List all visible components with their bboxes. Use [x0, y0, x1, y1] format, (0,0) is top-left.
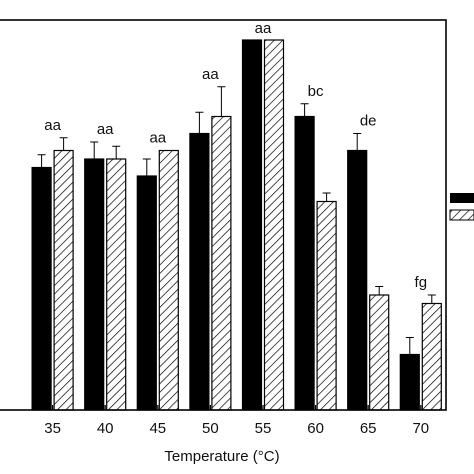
bar-hatched-35: [53, 149, 74, 411]
x-tick-label-50: 50: [202, 420, 219, 437]
bar-solid-35: [31, 166, 52, 411]
bar-hatched-65: [369, 294, 390, 411]
x-axis-ticks: 303540455055606570: [44, 405, 429, 437]
significance-labels-layer: aaaaaaaaaaabcdefg: [44, 20, 428, 291]
significance-label-50: aa: [202, 66, 219, 83]
bar-solid-55: [241, 39, 263, 411]
legend: [449, 193, 474, 221]
bars-layer: [31, 39, 442, 411]
bar-solid-40: [84, 158, 105, 411]
significance-label-40: aa: [97, 121, 114, 138]
significance-label-70: fg: [415, 274, 428, 291]
x-tick-label-40: 40: [97, 420, 114, 437]
bar-hatched-40: [106, 158, 127, 411]
bar-hatched-45: [158, 149, 179, 411]
plot-frame: [0, 19, 447, 411]
bar-hatched-55: [263, 39, 285, 411]
significance-label-60: bc: [308, 83, 324, 100]
x-tick-label-70: 70: [412, 420, 429, 437]
significance-label-45: aa: [149, 130, 166, 147]
bar-hatched-50: [211, 115, 232, 411]
x-axis-label: Temperature (°C): [164, 448, 279, 465]
significance-label-35: aa: [44, 117, 61, 134]
bar-solid-50: [189, 132, 210, 411]
x-tick-label-55: 55: [255, 420, 272, 437]
bar-solid-45: [136, 175, 157, 411]
x-tick-label-60: 60: [307, 420, 324, 437]
x-tick-label-35: 35: [44, 420, 61, 437]
legend-swatch-solid: [450, 193, 474, 203]
error-bars-layer: [37, 86, 436, 355]
bar-hatched-60: [316, 200, 337, 411]
x-tick-label-65: 65: [360, 420, 377, 437]
x-tick-label-45: 45: [149, 420, 166, 437]
legend-swatch-hatched: [449, 209, 474, 221]
bar-solid-65: [347, 149, 368, 411]
bar-solid-60: [294, 115, 315, 411]
significance-label-65: de: [360, 113, 377, 130]
bar-solid-70: [399, 353, 420, 411]
significance-label-55: aa: [255, 20, 272, 37]
bar-hatched-70: [421, 302, 442, 411]
